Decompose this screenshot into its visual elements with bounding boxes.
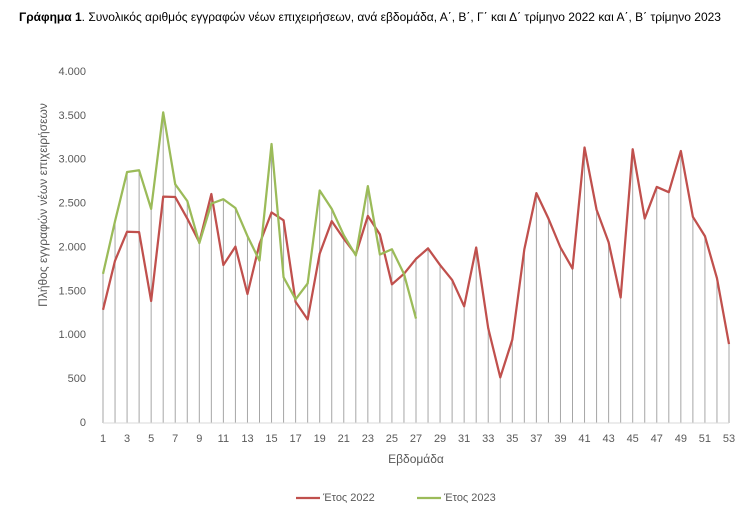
y-tick-label: 2.500 <box>58 198 86 210</box>
y-tick-label: 0 <box>80 417 86 429</box>
x-tick-label: 35 <box>506 433 518 445</box>
x-tick-label: 1 <box>100 433 106 445</box>
x-tick-label: 23 <box>362 433 374 445</box>
x-tick-label: 53 <box>723 433 735 445</box>
legend-label: Έτος 2022 <box>322 492 375 504</box>
y-tick-label: 1.500 <box>58 285 86 297</box>
x-tick-label: 47 <box>651 433 663 445</box>
x-tick-label: 13 <box>241 433 253 445</box>
x-tick-label: 9 <box>196 433 202 445</box>
x-tick-label: 17 <box>289 433 301 445</box>
y-axis-title: Πλήθος εγγραφών νέων επιχειρήσεων <box>36 103 50 307</box>
y-tick-label: 2.000 <box>58 241 86 253</box>
x-tick-label: 39 <box>554 433 566 445</box>
x-tick-label: 21 <box>338 433 350 445</box>
x-tick-label: 33 <box>482 433 494 445</box>
x-tick-label: 3 <box>124 433 130 445</box>
y-tick-label: 500 <box>68 373 86 385</box>
y-tick-label: 1.000 <box>58 329 86 341</box>
x-tick-label: 41 <box>578 433 590 445</box>
x-tick-label: 49 <box>675 433 687 445</box>
x-tick-label: 51 <box>699 433 711 445</box>
x-tick-label: 7 <box>172 433 178 445</box>
title-label: Γράφημα 1 <box>19 10 82 24</box>
y-tick-label: 3.000 <box>58 154 86 166</box>
x-tick-label: 25 <box>386 433 398 445</box>
x-tick-label: 29 <box>434 433 446 445</box>
x-tick-label: 31 <box>458 433 470 445</box>
title-text: . Συνολικός αριθμός εγγραφών νέων επιχει… <box>82 10 722 24</box>
legend-label: Έτος 2023 <box>443 492 496 504</box>
x-tick-label: 43 <box>602 433 614 445</box>
x-tick-label: 45 <box>627 433 639 445</box>
x-tick-label: 19 <box>314 433 326 445</box>
x-tick-label: 11 <box>218 433 229 445</box>
chart-title: Γράφημα 1. Συνολικός αριθμός εγγραφών νέ… <box>19 10 721 24</box>
x-axis-title: Εβδομάδα <box>388 452 444 466</box>
series-line <box>101 146 731 379</box>
y-tick-label: 4.000 <box>58 66 86 78</box>
x-tick-label: 37 <box>530 433 542 445</box>
y-tick-label: 3.500 <box>58 110 86 122</box>
series-line <box>101 111 418 319</box>
x-tick-label: 15 <box>265 433 277 445</box>
x-tick-label: 27 <box>410 433 422 445</box>
x-tick-label: 5 <box>148 433 154 445</box>
